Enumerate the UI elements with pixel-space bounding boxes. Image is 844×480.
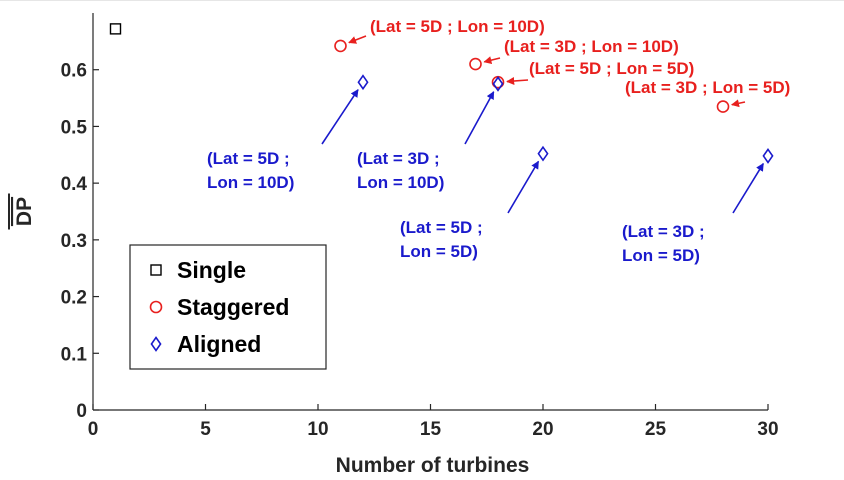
staggered-point bbox=[469, 57, 482, 71]
annotation-arrow bbox=[732, 162, 764, 214]
annotation-line: Lon = 10D) bbox=[357, 173, 444, 192]
x-tick-label: 25 bbox=[645, 419, 667, 440]
y-tick-label: 0.2 bbox=[61, 288, 87, 309]
annotation-line: (Lat = 3D ; Lon = 5D) bbox=[625, 78, 790, 97]
annotation-label: (Lat = 3D ; Lon = 5D) bbox=[622, 222, 705, 265]
legend-box bbox=[129, 244, 327, 370]
annotation-arrow bbox=[321, 89, 359, 145]
annotation-line: (Lat = 3D ; Lon = 10D) bbox=[504, 37, 679, 56]
x-tick-label: 0 bbox=[88, 419, 99, 440]
aligned-point bbox=[537, 145, 549, 162]
annotation-arrow bbox=[464, 91, 495, 145]
y-tick-label: 0 bbox=[76, 401, 87, 422]
annotation-line: Lon = 5D) bbox=[622, 246, 700, 265]
legend-label-single: Single bbox=[177, 257, 246, 283]
x-tick-label: 30 bbox=[757, 419, 778, 440]
annotation-label: (Lat = 5D ; Lon = 5D) bbox=[529, 59, 694, 78]
legend-marker-aligned bbox=[150, 336, 162, 352]
aligned-point bbox=[492, 75, 504, 92]
annotation-label: (Lat = 3D ; Lon = 10D) bbox=[357, 149, 444, 192]
y-tick-label: 0.1 bbox=[61, 344, 88, 365]
annotation-line: (Lat = 3D ; bbox=[622, 222, 705, 241]
staggered-point bbox=[716, 100, 730, 113]
y-tick-label: 0.4 bbox=[61, 174, 88, 195]
aligned-point bbox=[762, 148, 774, 164]
annotation-arrow bbox=[348, 35, 367, 44]
legend-label-aligned: Aligned bbox=[177, 331, 261, 357]
annotation-label: (Lat = 5D ; Lon = 5D) bbox=[400, 218, 483, 261]
data-points bbox=[109, 23, 774, 164]
annotation-line: (Lat = 3D ; bbox=[357, 149, 440, 168]
legend-label-staggered: Staggered bbox=[177, 294, 289, 320]
annotation-line: (Lat = 5D ; Lon = 10D) bbox=[370, 17, 545, 36]
y-tick-label: 0.5 bbox=[61, 117, 88, 138]
annotation-arrow bbox=[731, 99, 746, 108]
legend-marker-single bbox=[150, 264, 162, 276]
legend-marker-staggered bbox=[149, 300, 163, 314]
annotation-label: (Lat = 5D ; Lon = 10D) bbox=[207, 149, 294, 192]
y-tick-label: 0.3 bbox=[61, 231, 87, 252]
x-tick-label: 5 bbox=[200, 419, 211, 440]
x-tick-label: 20 bbox=[532, 419, 553, 440]
y-tick-label: 0.6 bbox=[61, 61, 87, 82]
annotation-label: (Lat = 3D ; Lon = 10D) bbox=[504, 37, 679, 56]
annotation-label: (Lat = 3D ; Lon = 5D) bbox=[625, 78, 790, 97]
x-axis-label: Number of turbines bbox=[336, 454, 530, 477]
annotation-label: (Lat = 5D ; Lon = 10D) bbox=[370, 17, 545, 36]
annotation-arrow bbox=[506, 77, 529, 86]
annotation-arrow bbox=[483, 56, 501, 65]
aligned-point bbox=[357, 74, 369, 91]
staggered-point bbox=[334, 39, 347, 53]
x-tick-label: 15 bbox=[420, 419, 442, 440]
annotation-line: Lon = 10D) bbox=[207, 173, 294, 192]
annotation-arrow bbox=[507, 160, 540, 214]
annotation-line: (Lat = 5D ; Lon = 5D) bbox=[529, 59, 694, 78]
y-axis-label: DP bbox=[13, 197, 36, 226]
annotations: (Lat = 5D ; Lon = 10D)(Lat = 3D ; Lon = … bbox=[207, 17, 790, 265]
legend: Single Staggered Aligned bbox=[129, 244, 327, 370]
annotation-line: (Lat = 5D ; bbox=[400, 218, 483, 237]
annotation-line: (Lat = 5D ; bbox=[207, 149, 290, 168]
annotation-line: Lon = 5D) bbox=[400, 242, 478, 261]
single-point bbox=[109, 23, 122, 35]
x-tick-label: 10 bbox=[307, 419, 328, 440]
